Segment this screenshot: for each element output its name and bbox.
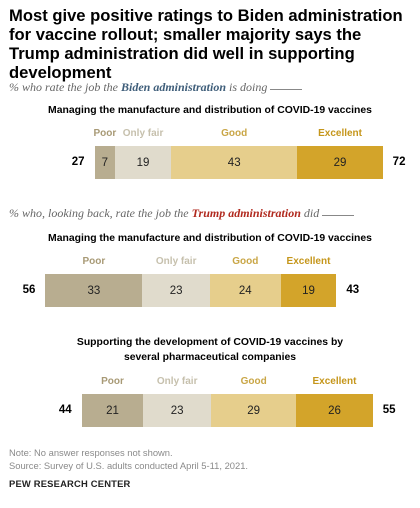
subtitle-blank-line: [322, 215, 355, 216]
subtitle-biden-highlight: Biden administration: [120, 80, 227, 94]
net-negative-value: 44: [58, 404, 72, 416]
bar-only-fair: 23: [143, 394, 211, 427]
legend-only-fair: Only fair: [156, 376, 198, 387]
bar-only-fair: 19: [115, 146, 171, 179]
bar-value-label: 26: [328, 404, 341, 417]
net-positive-value: 43: [346, 284, 360, 296]
bar-excellent: 29: [297, 146, 383, 179]
note-text: Note: No answer responses not shown.: [9, 447, 173, 458]
legend-excellent: Excellent: [318, 128, 363, 139]
bar-value-label: 7: [101, 156, 109, 169]
bar-value-label: 24: [238, 284, 252, 297]
legend-excellent: Excellent: [312, 376, 357, 387]
bar-value-label: 33: [87, 284, 101, 297]
legend-excellent: Excellent: [286, 256, 331, 267]
bar-value-label: 19: [136, 156, 150, 169]
bar-good: 24: [210, 274, 281, 307]
source-text: Source: Survey of U.S. adults conducted …: [9, 460, 249, 471]
chart-main-title: Most give positive ratings to Biden admi…: [9, 6, 403, 82]
subtitle-blank-line: [270, 89, 303, 90]
legend-good: Good: [232, 256, 259, 267]
legend-poor: Poor: [101, 376, 124, 387]
legend-only-fair: Only fair: [122, 128, 164, 139]
org-name: PEW RESEARCH CENTER: [9, 478, 131, 489]
subtitle-biden-pre: % who rate the job the: [9, 80, 121, 94]
bar-poor: 7: [94, 146, 116, 179]
legend-poor: Poor: [82, 256, 106, 267]
bar-value-label: 43: [227, 156, 241, 169]
net-positive-value: 55: [382, 404, 396, 416]
chart-3-title: Supporting the development of COVID-19 v…: [76, 337, 344, 363]
subtitle-biden: % who rate the job the Biden administrat…: [9, 80, 303, 95]
legend-good: Good: [240, 376, 267, 387]
subtitle-biden-post: is doing: [226, 80, 268, 94]
bar-excellent: 26: [296, 394, 373, 427]
chart-2-title: Managing the manufacture and distributio…: [48, 233, 372, 244]
legend-good: Good: [221, 128, 248, 139]
bar-only-fair: 23: [142, 274, 210, 307]
subtitle-trump-highlight: Trump administration: [191, 206, 301, 220]
bar-value-label: 21: [106, 404, 119, 417]
net-positive-value: 72: [392, 156, 406, 168]
bar-value-label: 29: [333, 156, 347, 169]
bar-poor: 21: [81, 394, 144, 427]
bar-good: 29: [211, 394, 297, 427]
chart-1-title: Managing the manufacture and distributio…: [48, 105, 372, 116]
legend-poor: Poor: [93, 128, 117, 139]
bar-value-label: 23: [169, 284, 183, 297]
subtitle-trump-pre: % who, looking back, rate the job the: [9, 206, 192, 220]
legend-only-fair: Only fair: [155, 256, 197, 267]
bar-poor: 33: [45, 274, 143, 307]
net-negative-value: 27: [71, 156, 85, 168]
bar-value-label: 19: [302, 284, 315, 297]
net-negative-value: 56: [22, 284, 36, 296]
bar-excellent: 19: [280, 274, 337, 307]
subtitle-trump: % who, looking back, rate the job the Tr…: [9, 206, 355, 221]
subtitle-trump-post: did: [300, 206, 320, 220]
bar-value-label: 23: [170, 404, 184, 417]
bar-value-label: 29: [247, 404, 261, 417]
bar-good: 43: [171, 146, 298, 179]
